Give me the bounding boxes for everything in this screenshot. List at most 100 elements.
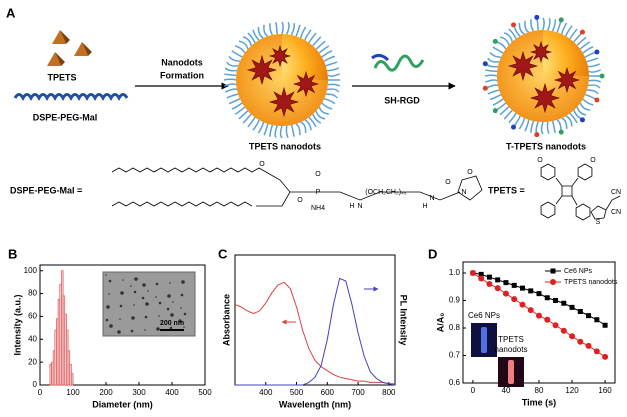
plot-frame bbox=[234, 254, 396, 386]
peg-chain bbox=[518, 22, 525, 35]
particle bbox=[166, 307, 170, 311]
rgd bbox=[482, 61, 488, 67]
particle bbox=[181, 280, 185, 284]
particle bbox=[158, 315, 160, 317]
peg-chain bbox=[508, 112, 517, 124]
bond bbox=[605, 195, 621, 211]
peg-chain bbox=[551, 19, 557, 32]
x-tick-label: 300 bbox=[132, 388, 146, 397]
peg-chain bbox=[231, 50, 243, 58]
peg-chain bbox=[569, 112, 578, 124]
x-axis-label: Wavelength (nm) bbox=[279, 399, 351, 409]
peg-chain bbox=[318, 106, 330, 115]
particle bbox=[119, 304, 123, 308]
peg-chain bbox=[556, 20, 562, 33]
ring bbox=[577, 163, 593, 181]
particle bbox=[134, 277, 138, 281]
atom-label: (OCH₂CH₂)₄₅ bbox=[365, 189, 407, 196]
marker bbox=[553, 298, 559, 303]
y-axis-label: Intensity (a.u.) bbox=[12, 294, 22, 355]
star-aggregate bbox=[292, 70, 320, 98]
particle bbox=[131, 316, 135, 320]
x-tick-label: 500 bbox=[290, 388, 304, 397]
ring bbox=[575, 203, 591, 221]
peg-chain bbox=[540, 121, 544, 135]
particle bbox=[105, 274, 107, 276]
peg-chain bbox=[551, 120, 556, 133]
x-tick-label: 200 bbox=[99, 388, 113, 397]
y-tick-label: 0.6 bbox=[449, 378, 461, 387]
x-tick-label: 0 bbox=[471, 386, 476, 395]
peg-chain bbox=[499, 106, 510, 116]
y-tick-label: 80 bbox=[28, 289, 37, 298]
x-tick-label: 160 bbox=[598, 386, 612, 395]
step-label: Nanodots bbox=[161, 57, 203, 67]
peg-chain bbox=[489, 51, 502, 59]
peg-chain bbox=[569, 28, 578, 40]
peg-chain bbox=[299, 26, 307, 39]
rgd bbox=[511, 124, 516, 130]
atom-label: O bbox=[467, 169, 473, 176]
particle bbox=[144, 315, 148, 319]
series-line bbox=[235, 277, 396, 386]
peg-chain bbox=[315, 40, 326, 50]
marker bbox=[552, 322, 559, 329]
y-tick-label: 0.7 bbox=[449, 351, 461, 360]
peg-chain bbox=[274, 125, 278, 139]
peg-chain bbox=[252, 29, 260, 41]
particle bbox=[133, 290, 137, 294]
particle bbox=[147, 290, 149, 292]
particle bbox=[169, 282, 171, 284]
marker bbox=[594, 317, 600, 323]
peg-chain bbox=[524, 119, 530, 132]
peg-chain bbox=[315, 110, 326, 120]
peg-chain bbox=[300, 121, 307, 134]
particle bbox=[133, 304, 135, 306]
pyramids bbox=[47, 30, 92, 66]
atom-label: N bbox=[461, 189, 466, 196]
star-aggregate bbox=[507, 50, 539, 82]
peg-chain bbox=[247, 32, 256, 44]
bar bbox=[70, 373, 74, 386]
peg-chain bbox=[503, 32, 513, 42]
peg-chain bbox=[485, 69, 498, 72]
x-axis-label: Diameter (nm) bbox=[92, 399, 153, 409]
peg-chain bbox=[325, 93, 338, 99]
peg-chain bbox=[586, 89, 599, 95]
marker bbox=[519, 285, 525, 291]
particle bbox=[155, 282, 159, 286]
peg-chain bbox=[290, 23, 296, 36]
marker bbox=[469, 270, 476, 276]
peptide bbox=[371, 53, 390, 62]
peg-chain bbox=[223, 78, 237, 81]
x-tick-label: 800 bbox=[382, 388, 396, 397]
peg-chain bbox=[495, 102, 507, 111]
y-tick-label: 0 bbox=[33, 380, 38, 389]
reagent-label: TPETS bbox=[47, 72, 76, 82]
product-label: T-TPETS nanodots bbox=[506, 141, 586, 151]
atom-label: S bbox=[596, 219, 601, 226]
atom-label: O bbox=[590, 157, 596, 164]
scale-label: 200 nm bbox=[160, 320, 184, 327]
y-tick-label: 20 bbox=[28, 357, 37, 366]
peg-chain bbox=[295, 123, 301, 136]
particle bbox=[183, 312, 187, 316]
peg-chain bbox=[224, 67, 238, 72]
peg-chain bbox=[318, 45, 330, 54]
atom-label: N bbox=[357, 203, 362, 210]
panel-label: B bbox=[8, 246, 17, 261]
peg-chain bbox=[290, 124, 295, 137]
particle bbox=[106, 305, 110, 309]
reagent-label: DSPE-PEG-Mal bbox=[33, 112, 98, 122]
peg-chain bbox=[252, 119, 260, 131]
peg-chain bbox=[263, 24, 269, 37]
rgd bbox=[579, 117, 585, 123]
peg-chain bbox=[586, 57, 599, 63]
peg-chain bbox=[327, 83, 341, 87]
marker bbox=[577, 338, 584, 345]
particle bbox=[130, 285, 132, 287]
particle bbox=[109, 324, 113, 328]
rgd bbox=[511, 22, 516, 28]
peg-chain bbox=[286, 21, 290, 35]
peg-chain bbox=[247, 116, 256, 128]
